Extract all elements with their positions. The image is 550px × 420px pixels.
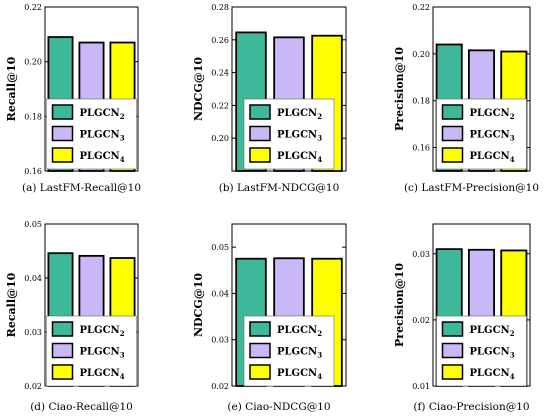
legend-swatch-2: [51, 342, 74, 359]
legend-label-3: PLGCN4: [80, 368, 125, 381]
y-tick-label: 0.16: [24, 167, 42, 176]
legend-label-3: PLGCN4: [277, 368, 322, 381]
legend-swatch-2: [249, 342, 271, 359]
y-axis-label: Precision@10: [393, 47, 406, 131]
y-tick-label: 0.05: [24, 220, 42, 229]
legend: PLGCN2 PLGCN3 PLGCN4: [243, 98, 335, 170]
y-axis-label: NDCG@10: [192, 57, 205, 121]
legend-swatch-3: [249, 364, 271, 380]
legend-swatch-1: [441, 321, 464, 337]
y-axis-label: Recall@10: [5, 56, 18, 121]
legend: PLGCN2 PLGCN3 PLGCN4: [46, 315, 137, 387]
legend-swatch-1: [249, 321, 271, 337]
y-tick-label: 0.04: [24, 274, 42, 283]
legend-label-2: PLGCN3: [80, 130, 125, 143]
y-tick-label: 0.02: [24, 382, 42, 391]
legend-swatch-1: [249, 104, 271, 120]
legend: PLGCN2 PLGCN3 PLGCN4: [243, 315, 335, 387]
legend-swatch-2: [249, 125, 271, 142]
legend-label-1: PLGCN2: [277, 108, 322, 121]
panel-caption: (e) Ciao-NDCG@10: [227, 401, 330, 413]
panel-caption: (c) LastFM-Precision@10: [404, 182, 539, 194]
y-tick-label: 0.20: [24, 58, 42, 67]
legend-swatch-3: [441, 364, 464, 380]
y-tick-label: 0.02: [211, 382, 229, 391]
y-axis-label: NDCG@10: [192, 273, 205, 337]
legend-swatch-2: [51, 125, 74, 142]
y-tick-label: 0.26: [211, 36, 229, 45]
y-axis-label: Precision@10: [393, 263, 406, 347]
legend-swatch-3: [249, 147, 271, 163]
y-axis-label: Recall@10: [5, 272, 18, 337]
legend-swatch-3: [441, 147, 464, 163]
y-tick-label: 0.24: [211, 69, 229, 78]
panel-caption: (f) Ciao-Precision@10: [413, 401, 529, 413]
y-tick-label: 0.04: [211, 289, 229, 298]
legend-swatch-2: [441, 125, 464, 142]
legend-swatch-3: [51, 147, 74, 163]
legend-label-2: PLGCN3: [277, 347, 322, 360]
legend-label-2: PLGCN3: [277, 130, 322, 143]
legend-label-3: PLGCN4: [277, 151, 322, 164]
y-tick-label: 0.22: [412, 3, 430, 12]
legend-swatch-3: [51, 364, 74, 380]
legend-swatch-1: [441, 104, 464, 120]
legend-label-1: PLGCN2: [470, 325, 515, 338]
y-tick-label: 0.18: [24, 112, 42, 121]
legend-label-2: PLGCN3: [470, 130, 515, 143]
legend-label-1: PLGCN2: [277, 325, 322, 338]
y-tick-label: 0.16: [412, 144, 430, 153]
legend-label-1: PLGCN2: [80, 108, 125, 121]
legend-label-3: PLGCN4: [470, 151, 515, 164]
legend-label-3: PLGCN4: [470, 368, 515, 381]
y-tick-label: 0.18: [412, 97, 430, 106]
legend-swatch-1: [51, 321, 74, 337]
legend-swatch-1: [51, 104, 74, 120]
legend-swatch-2: [441, 342, 464, 359]
y-tick-label: 0.22: [24, 3, 42, 12]
panel-caption: (a) LastFM-Recall@10: [22, 182, 141, 194]
y-tick-label: 0.01: [412, 382, 430, 391]
y-tick-label: 0.03: [211, 336, 229, 345]
chart-panel-3: 0.16 0.18 0.20 0.22 Precision@10 PLGCN2 PLGCN3…: [393, 3, 539, 194]
y-tick-label: 0.02: [412, 316, 430, 325]
legend-label-1: PLGCN2: [80, 325, 125, 338]
y-tick-label: 0.03: [24, 328, 42, 337]
legend: PLGCN2 PLGCN3 PLGCN4: [46, 98, 137, 170]
y-tick-label: 0.28: [211, 3, 229, 12]
legend: PLGCN2 PLGCN3 PLGCN4: [436, 315, 527, 387]
y-tick-label: 0.20: [211, 134, 229, 143]
legend-label-2: PLGCN3: [470, 347, 515, 360]
y-tick-label: 0.03: [412, 250, 430, 259]
y-tick-label: 0.20: [412, 50, 430, 59]
legend: PLGCN2 PLGCN3 PLGCN4: [436, 98, 527, 170]
legend-label-3: PLGCN4: [80, 151, 125, 164]
legend-label-2: PLGCN3: [80, 347, 125, 360]
y-tick-label: 0.05: [211, 243, 229, 252]
panel-caption: (b) LastFM-NDCG@10: [219, 182, 340, 194]
y-tick-label: 0.22: [211, 101, 229, 110]
legend-label-1: PLGCN2: [470, 108, 515, 121]
panel-caption: (d) Ciao-Recall@10: [30, 401, 133, 413]
